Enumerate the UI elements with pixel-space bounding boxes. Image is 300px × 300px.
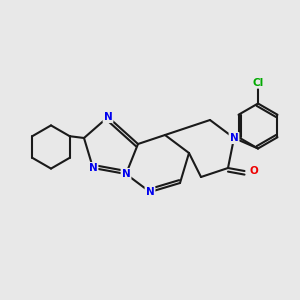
- Text: N: N: [146, 187, 154, 197]
- Text: N: N: [103, 112, 112, 122]
- Text: O: O: [249, 166, 258, 176]
- Text: N: N: [122, 169, 130, 179]
- Text: N: N: [88, 163, 98, 173]
- Text: N: N: [230, 133, 238, 143]
- Text: Cl: Cl: [252, 77, 264, 88]
